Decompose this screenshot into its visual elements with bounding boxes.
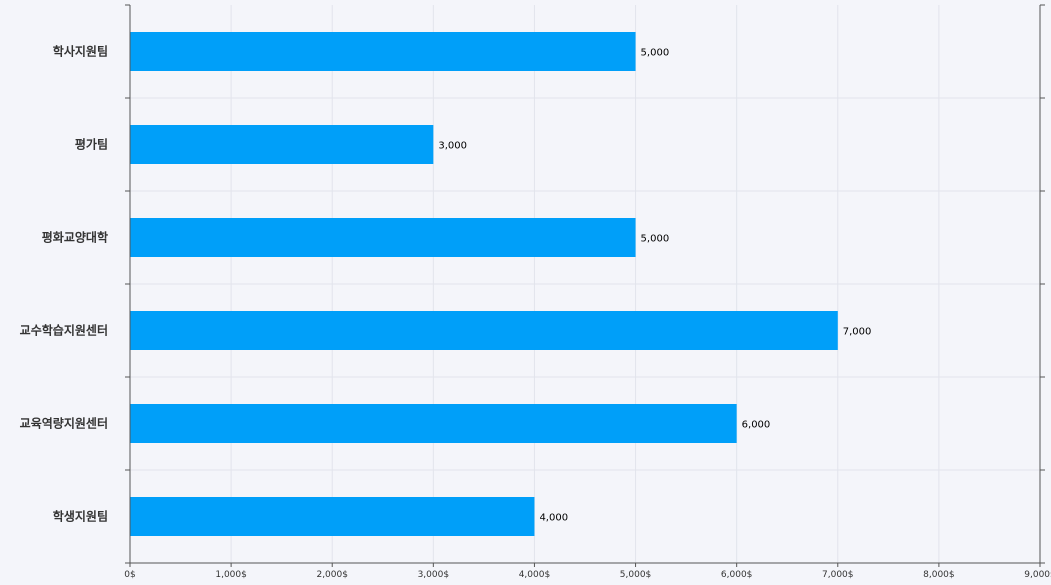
bars [130,32,838,536]
x-tick-label: 7,000$ [822,570,854,580]
bar[interactable] [130,125,434,164]
category-label: 학사지원팀 [53,44,108,59]
x-tick-label: 8,000$ [923,570,955,580]
category-label: 교수학습지원센터 [20,323,108,338]
x-tick-label: 9,000$ [1024,570,1051,580]
x-tick-label: 0$ [124,570,135,580]
bar[interactable] [130,404,737,443]
x-tick-label: 3,000$ [418,570,450,580]
data-label: 5,000 [641,234,670,245]
category-label: 평가팀 [75,137,108,152]
data-label: 6,000 [742,420,771,431]
category-label: 교육역량지원센터 [20,416,108,431]
data-label: 7,000 [843,327,872,338]
data-label: 5,000 [641,48,670,59]
x-tick-label: 1,000$ [215,570,247,580]
bar[interactable] [130,32,636,71]
labels: 0$ 1,000$ 2,000$ 3,000$ 4,000$ 5,000$ 6,000$ 7,… [20,44,1051,581]
bar[interactable] [130,311,838,350]
grid-lines [130,5,1041,563]
x-tick-label: 2,000$ [316,570,348,580]
x-tick-label: 5,000$ [620,570,652,580]
axes [125,4,1045,567]
category-label: 학생지원팀 [53,509,108,524]
data-label: 4,000 [539,513,568,524]
category-label: 평화교양대학 [42,230,108,245]
data-label: 3,000 [438,141,467,152]
x-tick-label: 4,000$ [519,570,551,580]
bar[interactable] [130,497,535,536]
x-tick-label: 6,000$ [721,570,753,580]
bar[interactable] [130,218,636,257]
